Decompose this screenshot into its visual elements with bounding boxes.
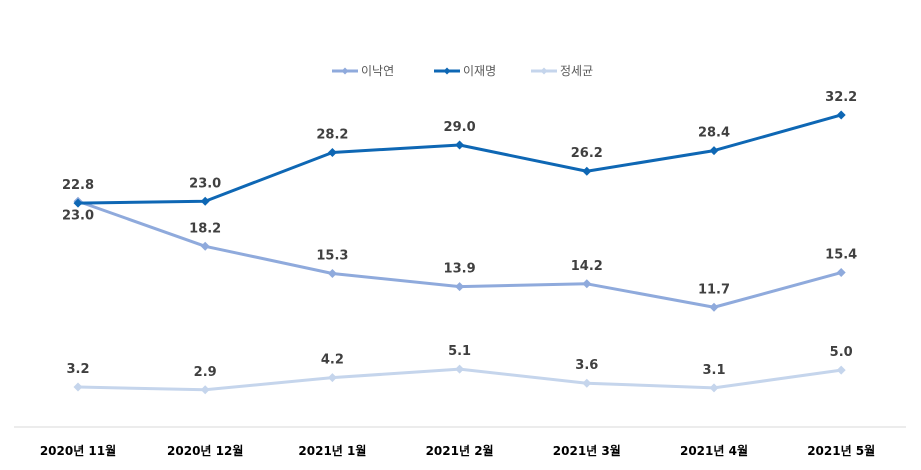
data-point-marker — [327, 147, 337, 157]
legend-marker-icon — [341, 67, 349, 75]
series-0: 23.0 18.2 15.3 13.9 14.2 11.7 15.4 — [62, 196, 857, 312]
x-tick-label: 2020년 12월 — [167, 443, 243, 458]
series-2: 3.2 2.9 4.2 5.1 3.6 3.1 5.0 — [66, 344, 853, 395]
legend-item: 정세균 — [531, 64, 593, 78]
x-tick-label: 2021년 5월 — [807, 443, 875, 458]
data-label: 15.3 — [316, 248, 348, 263]
data-point-marker — [455, 364, 465, 374]
data-point-marker — [582, 378, 592, 388]
legend: 이낙연 이재명 정세균 — [332, 64, 593, 78]
data-point-marker — [709, 302, 719, 312]
data-point-marker — [327, 268, 337, 278]
legend-marker-icon — [540, 67, 548, 75]
data-label: 3.2 — [66, 362, 89, 377]
data-point-marker — [582, 279, 592, 289]
x-axis-ticks: 2020년 11월 2020년 12월 2021년 1월 2021년 2월 2021년 … — [40, 443, 875, 458]
legend-item: 이낙연 — [332, 64, 394, 78]
data-label: 5.0 — [830, 345, 853, 360]
x-tick-label: 2021년 1월 — [298, 443, 366, 458]
data-point-marker — [709, 146, 719, 156]
x-tick-label: 2020년 11월 — [40, 443, 116, 458]
x-tick-label: 2021년 3월 — [553, 443, 621, 458]
x-tick-label: 2021년 4월 — [680, 443, 748, 458]
legend-label: 이낙연 — [361, 64, 394, 78]
series-layer: 23.0 18.2 15.3 13.9 14.2 11.7 15.4 22.8 23.0 28.2… — [62, 90, 857, 395]
data-label: 4.2 — [321, 353, 344, 368]
data-label: 32.2 — [825, 90, 857, 105]
data-label: 3.6 — [575, 358, 598, 373]
data-label: 26.2 — [571, 146, 603, 161]
data-point-marker — [455, 140, 465, 150]
data-label: 14.2 — [571, 259, 603, 274]
data-point-marker — [73, 198, 83, 208]
data-point-marker — [836, 110, 846, 120]
data-point-marker — [836, 268, 846, 278]
data-point-marker — [582, 166, 592, 176]
data-label: 29.0 — [444, 120, 476, 135]
data-label: 13.9 — [444, 262, 476, 277]
legend-marker-icon — [443, 67, 451, 75]
data-point-marker — [709, 383, 719, 393]
data-point-marker — [455, 282, 465, 292]
data-point-marker — [200, 196, 210, 206]
data-label: 28.4 — [698, 126, 730, 141]
data-point-marker — [200, 241, 210, 251]
legend-label: 이재명 — [463, 64, 496, 78]
data-point-marker — [327, 373, 337, 383]
data-label: 23.0 — [62, 208, 94, 223]
data-point-marker — [73, 382, 83, 392]
data-label: 11.7 — [698, 282, 730, 297]
data-point-marker — [200, 385, 210, 395]
data-label: 23.0 — [189, 176, 221, 191]
data-label: 3.1 — [702, 363, 725, 378]
data-label: 22.8 — [62, 178, 94, 193]
data-label: 5.1 — [448, 344, 471, 359]
data-label: 18.2 — [189, 221, 221, 236]
legend-label: 정세균 — [560, 64, 593, 78]
data-label: 28.2 — [316, 127, 348, 142]
x-tick-label: 2021년 2월 — [426, 443, 494, 458]
legend-item: 이재명 — [434, 64, 496, 78]
data-label: 15.4 — [825, 248, 857, 263]
data-label: 2.9 — [194, 365, 217, 380]
data-point-marker — [836, 365, 846, 375]
series-1: 22.8 23.0 28.2 29.0 26.2 28.4 32.2 — [62, 90, 857, 208]
